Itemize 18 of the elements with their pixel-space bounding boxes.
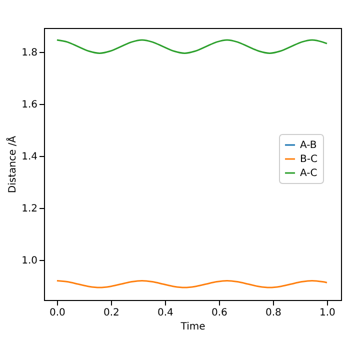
x-tick-label: 0.6 [212, 308, 228, 318]
x-tick-label: 0.8 [266, 308, 282, 318]
x-tick-label: 0.0 [50, 308, 66, 318]
x-tick-label: 0.4 [158, 308, 174, 318]
y-axis-title: Distance /Å [6, 136, 19, 194]
legend-label: B-C [300, 154, 318, 165]
y-tick-label: 1.4 [22, 151, 38, 162]
x-axis-title: Time [180, 322, 206, 332]
legend-label: A-B [300, 140, 317, 151]
line-series [56, 39, 328, 54]
x-tick-label: 0.2 [104, 308, 120, 318]
y-tick-label: 1.2 [22, 203, 38, 214]
line-series [56, 280, 328, 288]
y-tick-label: 1.6 [22, 99, 38, 110]
x-tick-label: 1.0 [320, 308, 336, 318]
y-tick-label: 1.0 [22, 255, 38, 266]
y-tick-label: 1.8 [22, 47, 38, 58]
legend-label: A-C [300, 168, 318, 179]
